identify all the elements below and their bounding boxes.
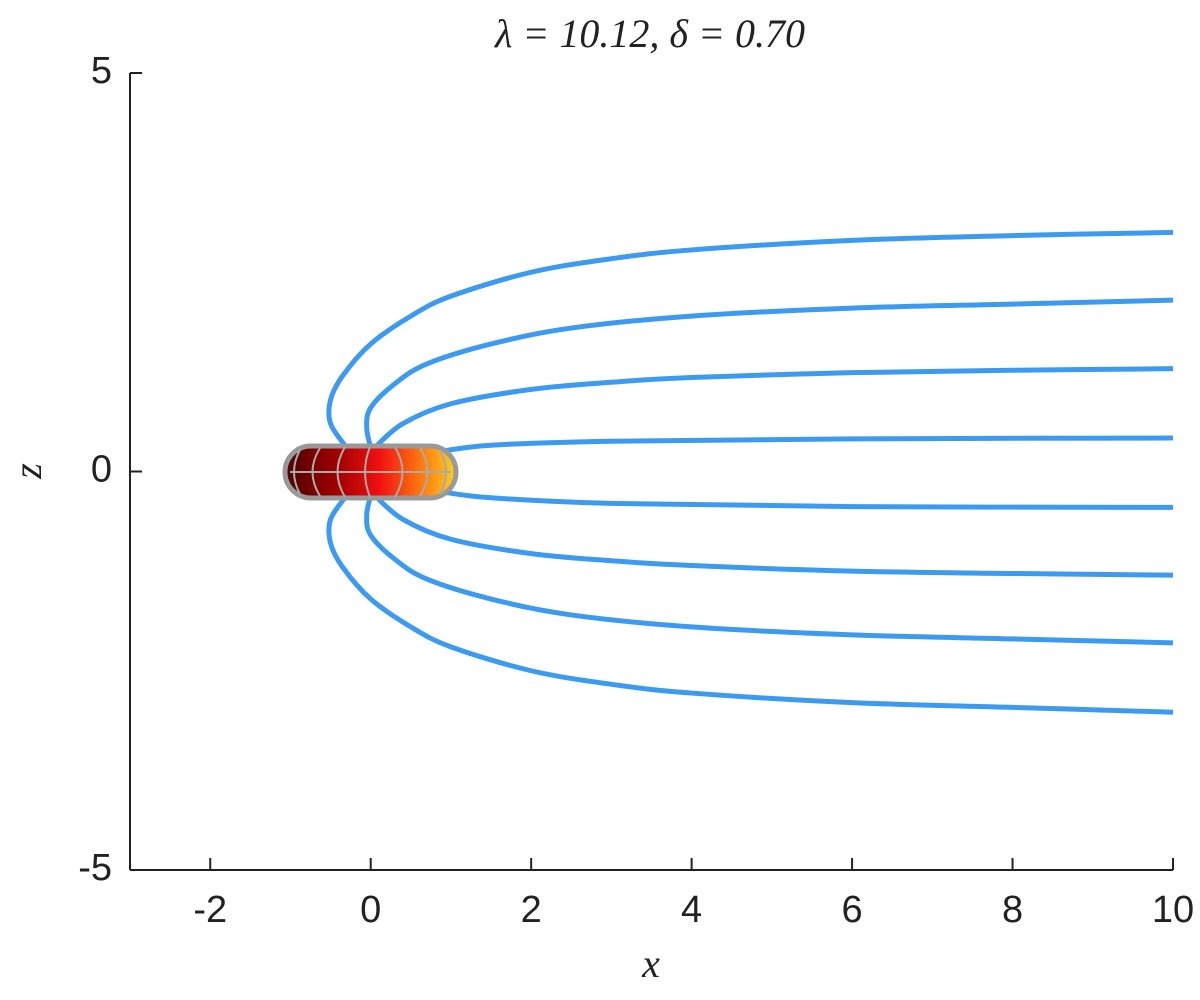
chart-title: λ = 10.12, δ = 0.70	[494, 11, 805, 56]
y-tick-label: 5	[91, 50, 112, 92]
x-tick-label: 6	[842, 889, 863, 931]
streamline	[364, 494, 1174, 646]
x-tick-label: 4	[681, 889, 702, 931]
x-tick-label: 10	[1152, 889, 1194, 931]
y-tick-label: -5	[78, 847, 112, 889]
streamline	[438, 435, 1174, 455]
x-tick-label: 0	[360, 889, 381, 931]
streamline	[373, 493, 1174, 578]
streamlines	[326, 229, 1174, 715]
y-axis-label: z	[5, 463, 50, 480]
particle	[282, 443, 459, 501]
x-tick-label: 8	[1002, 889, 1023, 931]
x-axis-label: x	[641, 941, 660, 986]
y-tick-label: 0	[91, 449, 112, 491]
streamline	[326, 493, 1174, 715]
streamline	[373, 366, 1174, 450]
streamline	[326, 229, 1174, 450]
x-tick-label: -2	[193, 889, 227, 931]
streamline	[364, 297, 1174, 449]
streamline	[438, 488, 1174, 510]
x-tick-label: 2	[521, 889, 542, 931]
